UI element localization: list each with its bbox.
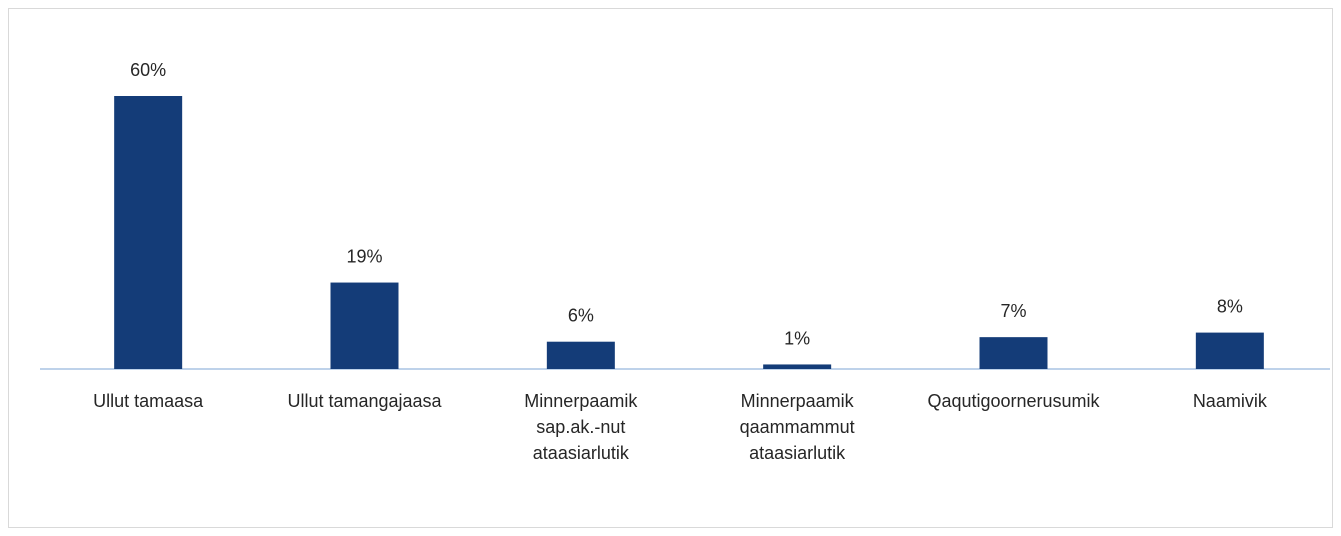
x-tick-label: Ullut tamaasa bbox=[93, 391, 204, 411]
x-tick-label: Minnerpaamik sap.ak.-nut ataasiarlutik bbox=[524, 391, 638, 463]
bar bbox=[546, 341, 615, 369]
value-label: 60% bbox=[130, 60, 166, 80]
bar bbox=[979, 337, 1048, 369]
bar bbox=[114, 96, 183, 369]
x-tick-label: Minnerpaamik qaammammut ataasiarlutik bbox=[739, 391, 855, 463]
bar bbox=[330, 282, 399, 369]
x-tick-label: Naamivik bbox=[1192, 391, 1267, 411]
value-label: 6% bbox=[568, 306, 594, 326]
value-label: 7% bbox=[1000, 301, 1026, 321]
value-label: 8% bbox=[1217, 297, 1243, 317]
bar bbox=[763, 364, 832, 369]
bar bbox=[1195, 332, 1264, 369]
x-tick-label: Qaqutigoornerusumik bbox=[927, 391, 1100, 411]
value-label: 1% bbox=[784, 328, 810, 348]
chart-frame bbox=[8, 8, 1333, 528]
x-tick-label: Ullut tamangajaasa bbox=[287, 391, 442, 411]
value-label: 19% bbox=[346, 247, 382, 267]
